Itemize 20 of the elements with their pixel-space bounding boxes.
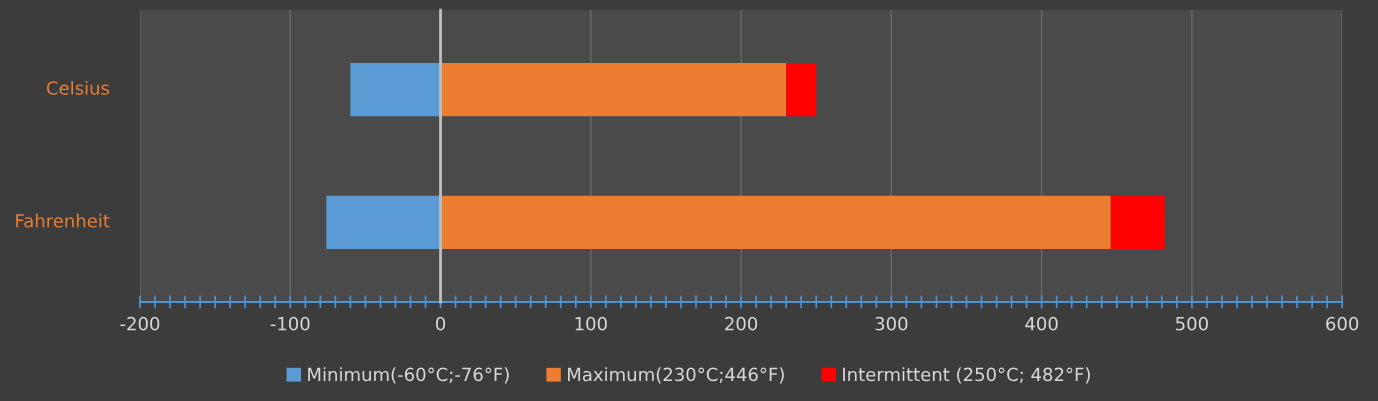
bar [326, 195, 441, 249]
x-tick-label: 400 [1025, 316, 1058, 331]
x-tick-label: -200 [120, 316, 160, 331]
bar [350, 63, 441, 117]
bar [786, 63, 817, 117]
legend-label: Minimum(-60°C;-76°F) [308, 367, 509, 384]
x-tick-label: 100 [575, 316, 607, 331]
x-tick-label: 200 [725, 316, 758, 331]
bar [1110, 195, 1165, 249]
bar [440, 195, 1111, 249]
y-tick-label: Fahrenheit [16, 213, 110, 228]
x-tick-label: 500 [1176, 316, 1208, 331]
x-tick-label: 0 [435, 316, 446, 331]
legend-label: Intermittent (250°C; 482°F) [843, 367, 1090, 384]
x-tick-label: 600 [1326, 316, 1359, 331]
x-tick-label: -100 [270, 316, 310, 331]
y-tick-label: Celsius [46, 80, 110, 95]
x-tick-label: 300 [875, 316, 908, 331]
legend-label: Maximum(230°C;446°F) [568, 367, 784, 384]
bar [440, 63, 787, 117]
